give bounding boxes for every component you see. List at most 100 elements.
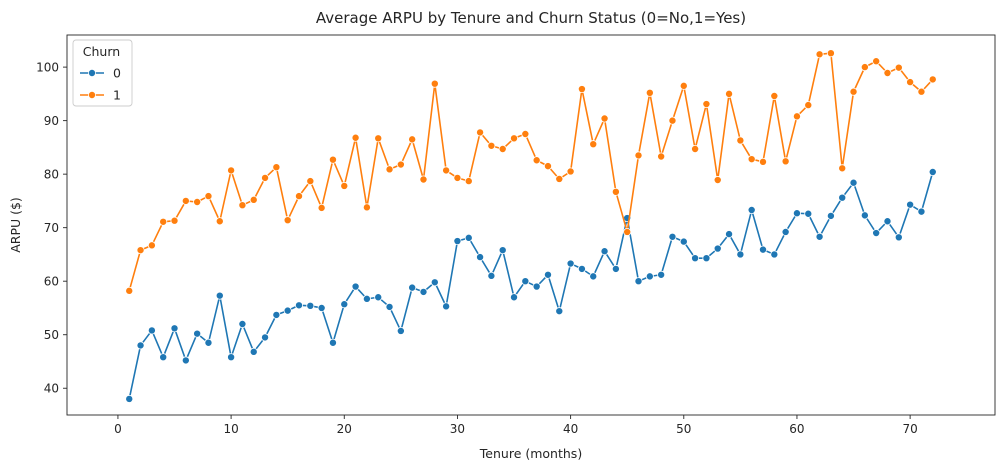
data-point-series-1 — [521, 130, 530, 139]
data-point-series-1 — [317, 203, 326, 212]
data-point-series-0 — [543, 270, 552, 279]
data-point-series-1 — [170, 216, 179, 225]
data-point-series-0 — [725, 230, 734, 239]
data-point-series-1 — [283, 216, 292, 225]
data-point-series-1 — [385, 165, 394, 174]
data-point-series-1 — [679, 81, 688, 90]
x-tick-label: 30 — [450, 422, 465, 436]
data-point-series-0 — [464, 233, 473, 242]
data-point-series-0 — [136, 341, 145, 350]
data-point-series-0 — [849, 178, 858, 187]
data-point-series-1 — [792, 112, 801, 121]
data-point-series-1 — [589, 140, 598, 149]
y-tick-label: 90 — [44, 114, 59, 128]
y-tick-label: 60 — [44, 274, 59, 288]
data-point-series-0 — [147, 326, 156, 335]
data-point-series-1 — [894, 63, 903, 72]
series-layer — [125, 49, 937, 403]
data-point-series-0 — [906, 200, 915, 209]
legend-label-1: 1 — [113, 88, 121, 103]
legend-marker-0 — [88, 69, 97, 78]
data-point-series-0 — [193, 329, 202, 338]
data-point-series-0 — [317, 303, 326, 312]
data-point-series-0 — [340, 300, 349, 309]
x-axis-title: Tenure (months) — [479, 446, 582, 461]
data-point-series-1 — [125, 286, 134, 295]
data-point-series-1 — [747, 155, 756, 164]
data-point-series-1 — [906, 78, 915, 87]
x-tick-label: 0 — [114, 422, 122, 436]
data-point-series-0 — [385, 302, 394, 311]
data-point-series-1 — [713, 176, 722, 185]
data-point-series-1 — [611, 187, 620, 196]
data-point-series-1 — [396, 160, 405, 169]
data-point-series-1 — [645, 88, 654, 97]
data-point-series-1 — [623, 227, 632, 236]
data-point-series-1 — [600, 114, 609, 123]
y-axis-title: ARPU ($) — [8, 197, 23, 253]
data-point-series-0 — [261, 333, 270, 342]
data-point-series-1 — [227, 166, 236, 175]
data-point-series-1 — [657, 152, 666, 161]
legend-marker-1 — [88, 91, 97, 100]
data-point-series-0 — [781, 227, 790, 236]
data-point-series-0 — [453, 237, 462, 246]
data-point-series-1 — [566, 167, 575, 176]
data-point-series-0 — [215, 291, 224, 300]
x-tick-label: 10 — [223, 422, 238, 436]
data-point-series-0 — [125, 394, 134, 403]
data-point-series-0 — [736, 250, 745, 259]
data-point-series-1 — [543, 162, 552, 171]
data-point-series-1 — [826, 49, 835, 58]
data-point-series-1 — [159, 217, 168, 226]
data-point-series-1 — [442, 166, 451, 175]
data-point-series-1 — [238, 201, 247, 210]
chart-title: Average ARPU by Tenure and Churn Status … — [316, 9, 746, 27]
data-point-series-0 — [362, 294, 371, 303]
plot-frame — [66, 34, 996, 416]
x-tick-label: 60 — [789, 422, 804, 436]
data-point-series-1 — [419, 175, 428, 184]
data-point-series-0 — [668, 232, 677, 241]
data-point-series-1 — [374, 134, 383, 143]
data-point-series-0 — [521, 277, 530, 286]
data-point-series-0 — [272, 310, 281, 319]
data-point-series-1 — [577, 85, 586, 94]
data-point-series-1 — [815, 50, 824, 59]
data-point-series-1 — [351, 133, 360, 142]
data-point-series-0 — [883, 217, 892, 226]
data-point-series-0 — [589, 272, 598, 281]
data-point-series-1 — [838, 164, 847, 173]
x-tick-label: 40 — [563, 422, 578, 436]
data-point-series-0 — [419, 287, 428, 296]
data-point-series-1 — [204, 192, 213, 201]
data-point-series-0 — [634, 277, 643, 286]
data-point-series-1 — [272, 163, 281, 172]
data-point-series-0 — [294, 301, 303, 310]
x-tick-label: 20 — [337, 422, 352, 436]
data-point-series-1 — [770, 92, 779, 101]
data-point-series-0 — [204, 338, 213, 347]
data-point-series-1 — [136, 246, 145, 255]
data-point-series-0 — [770, 250, 779, 259]
data-point-series-0 — [396, 326, 405, 335]
data-point-series-1 — [725, 89, 734, 98]
y-tick-label: 100 — [36, 60, 59, 74]
data-point-series-1 — [261, 173, 270, 182]
data-point-series-0 — [351, 282, 360, 291]
data-point-series-0 — [374, 293, 383, 302]
data-point-series-1 — [362, 203, 371, 212]
data-point-series-1 — [532, 156, 541, 165]
data-point-series-0 — [442, 302, 451, 311]
data-point-series-0 — [555, 307, 564, 316]
data-point-series-0 — [815, 232, 824, 241]
data-point-series-0 — [894, 233, 903, 242]
data-point-series-0 — [645, 272, 654, 281]
data-point-series-0 — [510, 293, 519, 302]
data-point-series-0 — [600, 247, 609, 256]
data-point-series-1 — [476, 128, 485, 137]
data-point-series-0 — [577, 264, 586, 273]
